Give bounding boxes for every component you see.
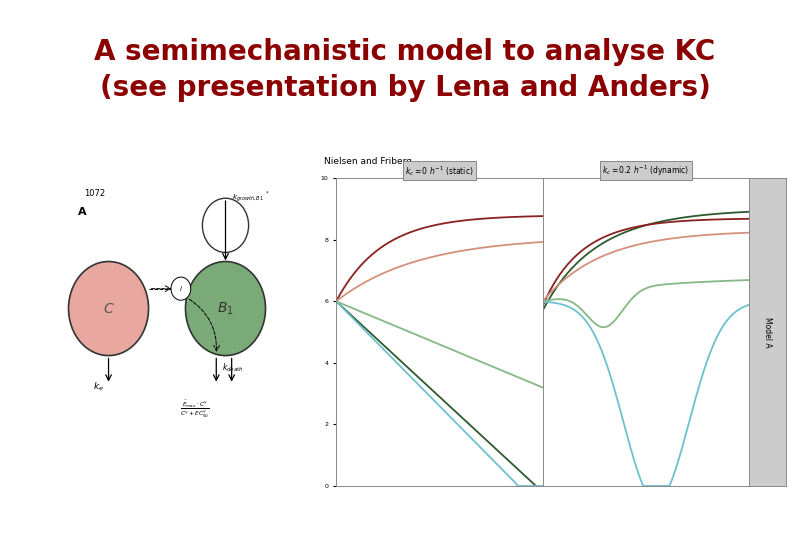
Circle shape: [69, 261, 148, 355]
Text: 1072: 1072: [84, 189, 105, 198]
Text: A semimechanistic model to analyse KC
(see presentation by Lena and Anders): A semimechanistic model to analyse KC (s…: [95, 38, 715, 102]
Text: A: A: [78, 207, 87, 217]
Text: $k_e$: $k_e$: [93, 381, 104, 394]
Text: $B_1$: $B_1$: [217, 300, 234, 317]
Text: $^*$: $^*$: [264, 191, 269, 197]
Title: $k_c=0.2\ h^{-1}$ (dynamic): $k_c=0.2\ h^{-1}$ (dynamic): [603, 164, 689, 178]
Text: $k_{death}$: $k_{death}$: [223, 361, 244, 374]
Circle shape: [185, 261, 266, 355]
Text: Nielsen and Friberg: Nielsen and Friberg: [324, 158, 412, 166]
Text: i: i: [180, 286, 182, 292]
Text: C: C: [104, 301, 113, 315]
Circle shape: [202, 198, 249, 253]
Text: $k_{growth,B1}$: $k_{growth,B1}$: [232, 193, 263, 204]
Text: Model A: Model A: [763, 317, 772, 347]
Title: $k_c=0\ h^{-1}$ (static): $k_c=0\ h^{-1}$ (static): [405, 164, 474, 178]
Text: $\frac{\bar{E}_{max} \cdot C^\gamma}{C^\gamma + EC_{50}^\gamma}$: $\frac{\bar{E}_{max} \cdot C^\gamma}{C^\…: [180, 399, 210, 421]
Circle shape: [171, 277, 190, 300]
